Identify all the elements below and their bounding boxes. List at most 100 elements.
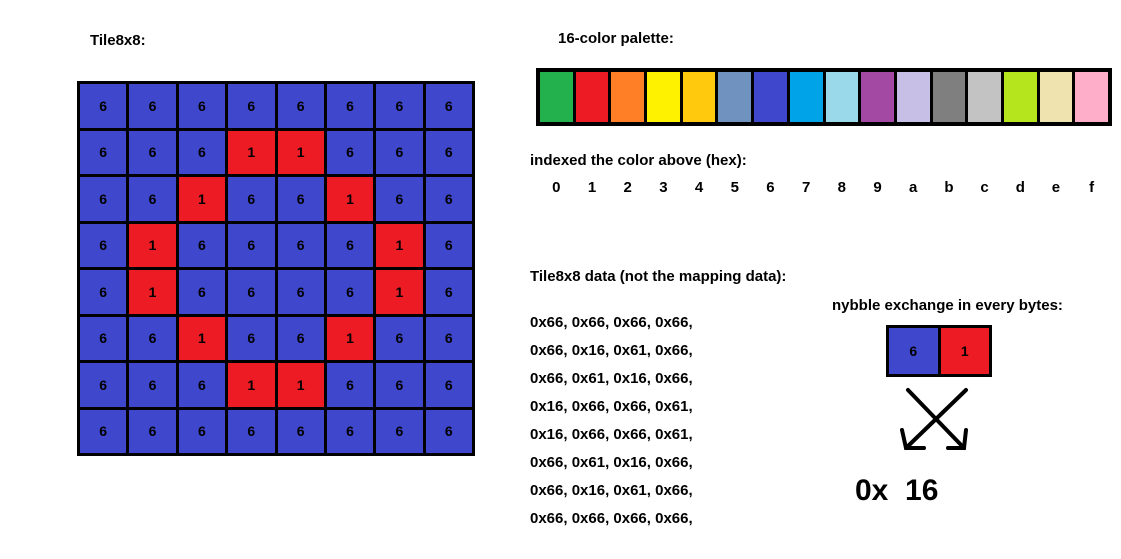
swap-arrows [900,388,968,450]
color-palette [536,68,1112,126]
index-title: indexed the color above (hex): [530,152,747,169]
tile-cell: 6 [178,84,226,128]
data-line: 0x16, 0x66, 0x66, 0x61, [530,426,693,443]
arrow-right-head [946,428,968,450]
hex-index: f [1089,179,1095,196]
palette-swatch [1003,72,1037,122]
tile-cell: 6 [376,130,423,174]
tile-cell: 6 [80,84,127,128]
tile-cell: 1 [376,270,423,314]
tile-cell: 6 [80,409,127,453]
tile-data-lines: 0x66, 0x66, 0x66, 0x66, 0x66, 0x16, 0x61,… [530,313,693,537]
tile-cell: 1 [129,223,176,267]
hex-index: e [1051,179,1061,196]
palette-swatch [825,72,859,122]
tile-cell: 6 [228,177,275,221]
tile-cell: 6 [80,177,127,221]
hex-index: a [909,179,918,196]
hex-index: 3 [659,179,668,196]
tile-cell: 6 [376,363,423,407]
palette-swatch [1075,72,1108,122]
palette-swatch [861,72,894,122]
swap-result: 0x 16 [855,474,939,507]
tile-cell: 1 [326,316,374,360]
tile-cell: 6 [277,223,324,267]
data-line: 0x66, 0x61, 0x16, 0x66, [530,454,693,471]
tile-cell: 6 [129,363,176,407]
nybble-right: 1 [940,328,989,374]
hex-index: 4 [694,179,704,196]
palette-swatch [1039,72,1073,122]
tile-cell: 6 [129,84,176,128]
tile-cell: 6 [277,270,324,314]
tile-cell: 6 [326,363,374,407]
tile-cell: 6 [425,363,472,407]
swap-title: nybble exchange in every bytes: [832,297,1063,314]
hex-index: 9 [873,179,882,196]
tile-cell: 6 [80,316,127,360]
hex-index: 1 [587,179,597,196]
palette-swatch [789,72,823,122]
hex-index: 0 [552,179,561,196]
tile-cell: 1 [178,177,226,221]
tile-cell: 6 [425,177,472,221]
tile-cell: 6 [425,130,472,174]
tile-cell: 6 [326,130,374,174]
data-line: 0x66, 0x16, 0x61, 0x66, [530,342,693,359]
tile-cell: 6 [277,316,324,360]
arrow-right-line [904,388,968,450]
tile-cell: 6 [178,363,226,407]
hex-index: 7 [801,179,811,196]
tile-cell: 6 [80,270,127,314]
nybble-left: 6 [889,328,938,374]
palette-swatch [575,72,609,122]
tile-cell: 6 [376,84,423,128]
tile-cell: 6 [376,177,423,221]
palette-swatch [896,72,930,122]
tile-cell: 6 [228,409,275,453]
palette-swatch [611,72,645,122]
tile-cell: 6 [326,223,374,267]
tile-cell: 6 [228,270,275,314]
tile-cell: 6 [228,223,275,267]
tile-cell: 6 [277,177,324,221]
data-line: 0x66, 0x16, 0x61, 0x66, [530,482,693,499]
tile-cell: 1 [178,316,226,360]
palette-swatch [754,72,787,122]
palette-swatch [540,72,573,122]
data-title: Tile8x8 data (not the mapping data): [530,268,787,285]
tile-cell: 6 [425,409,472,453]
tile-cell: 6 [376,316,423,360]
hex-index: 8 [837,179,847,196]
tile-cell: 1 [376,223,423,267]
tile-cell: 6 [80,130,127,174]
palette-swatch [647,72,680,122]
palette-swatch [682,72,716,122]
tile-cell: 6 [425,316,472,360]
tile-cell: 6 [178,223,226,267]
tile-cell: 6 [425,270,472,314]
tile-cell: 1 [228,130,275,174]
nybble-swap-box: 6 1 [886,325,992,377]
hex-index: c [980,179,989,196]
tile-cell: 6 [80,223,127,267]
hex-index: 5 [730,179,739,196]
data-line: 0x16, 0x66, 0x66, 0x61, [530,398,693,415]
palette-swatch [932,72,966,122]
tile-cell: 6 [425,223,472,267]
tile-cell: 6 [228,84,275,128]
tile-cell: 1 [129,270,176,314]
tile-cell: 6 [228,316,275,360]
tile-cell: 6 [277,409,324,453]
tile-cell: 6 [326,409,374,453]
data-line: 0x66, 0x66, 0x66, 0x66, [530,314,693,331]
palette-swatch [718,72,752,122]
palette-swatch [968,72,1001,122]
tile-cell: 1 [228,363,275,407]
tile-title: Tile8x8: [90,32,146,49]
tile-cell: 6 [129,409,176,453]
palette-title: 16-color palette: [558,30,674,47]
arrow-left-head [900,428,926,450]
hex-index: 2 [623,179,632,196]
tile-cell: 6 [277,84,324,128]
